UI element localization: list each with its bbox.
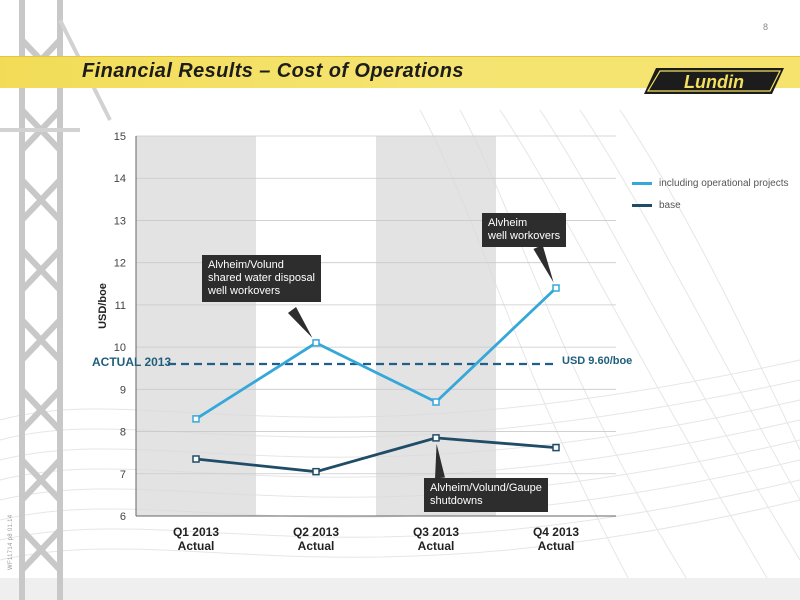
- annotation-pointer: [435, 443, 445, 479]
- data-point: [552, 284, 560, 292]
- series-line-base: [195, 436, 557, 474]
- legend-swatch-base: [632, 203, 652, 207]
- annotation-pointer: [533, 244, 554, 283]
- data-point: [432, 434, 440, 442]
- category-band: [136, 136, 256, 516]
- page-number: 8: [762, 22, 768, 32]
- chart-legend: including operational projects base: [632, 172, 789, 216]
- x-tick-label: Q4 2013 Actual: [533, 525, 579, 553]
- y-tick-label: 7: [120, 469, 126, 481]
- data-point: [552, 443, 560, 452]
- data-point: [192, 455, 200, 463]
- y-tick-label: 14: [114, 173, 126, 185]
- annotation-callout: Alvheim/Volund shared water disposal wel…: [202, 255, 322, 302]
- annotation-callout: Alvheim/Volund/Gaupe shutdowns: [424, 478, 548, 512]
- y-tick-label: 6: [120, 511, 126, 523]
- y-axis-label: USD/boe: [97, 283, 109, 329]
- data-point: [432, 398, 440, 406]
- series-line-including: [195, 286, 557, 421]
- x-tick-label: Q3 2013 Actual: [413, 525, 459, 553]
- legend-label-base: base: [659, 199, 681, 211]
- reference-line-left-label: ACTUAL 2013: [92, 355, 172, 369]
- y-tick-label: 11: [115, 300, 126, 312]
- y-tick-label: 15: [114, 131, 126, 143]
- legend-item-base: base: [632, 194, 789, 216]
- data-point: [312, 339, 320, 347]
- y-tick-label: 8: [120, 427, 126, 439]
- annotation-pointer: [287, 307, 313, 339]
- x-tick-label: Q1 2013 Actual: [173, 525, 219, 553]
- slide-title: Financial Results – Cost of Operations: [82, 60, 464, 82]
- reference-line-right-label: USD 9.60/boe: [562, 355, 633, 367]
- legend-swatch-including: [632, 181, 652, 185]
- category-band: [376, 136, 496, 516]
- y-tick-label: 10: [114, 342, 126, 354]
- data-point: [192, 415, 200, 423]
- svg-text:Lundin: Lundin: [684, 72, 744, 92]
- data-point: [312, 467, 320, 476]
- lundin-logo: Lundin: [644, 68, 784, 94]
- x-tick-label: Q2 2013 Actual: [293, 525, 339, 553]
- oil-derrick-illustration: [19, 0, 63, 600]
- y-tick-label: 13: [114, 215, 126, 227]
- y-tick-label: 12: [114, 258, 126, 270]
- y-tick-label: 9: [120, 384, 126, 396]
- annotation-callout: Alvheim well workovers: [482, 213, 567, 247]
- legend-label-including: including operational projects: [659, 177, 789, 189]
- legend-item-including: including operational projects: [632, 172, 789, 194]
